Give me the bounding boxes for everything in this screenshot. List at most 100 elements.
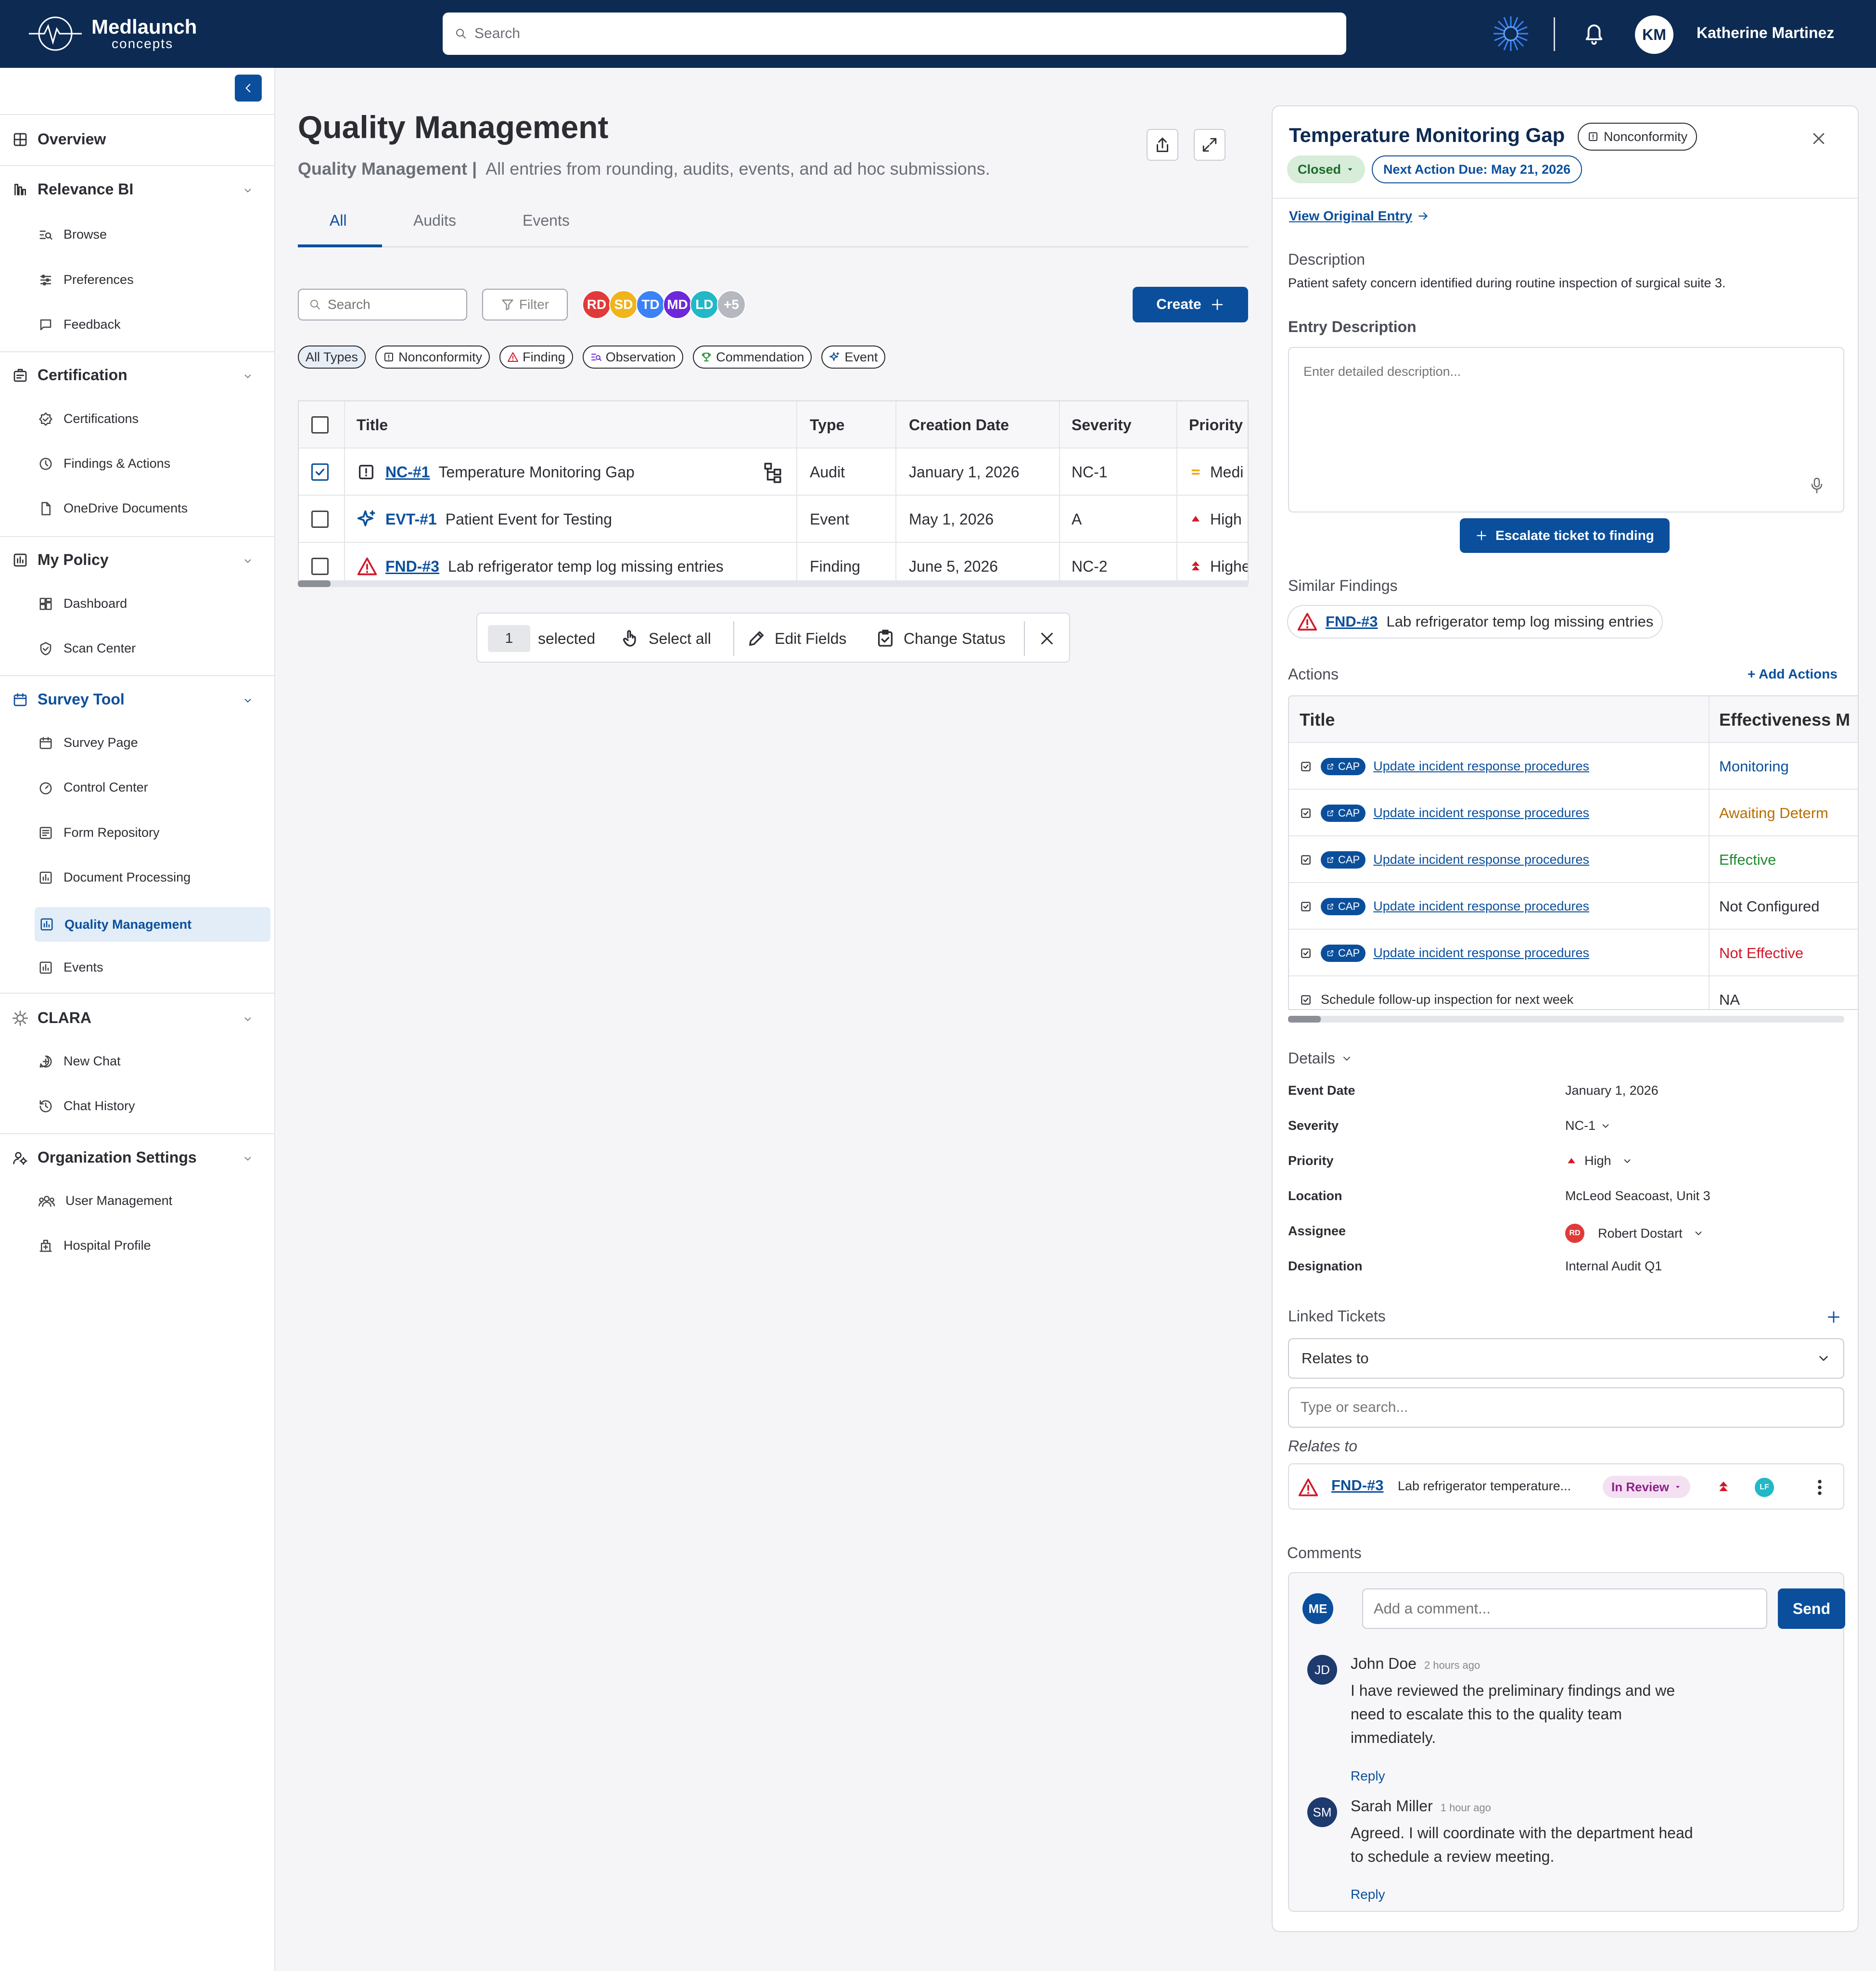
notification-bell-icon[interactable] bbox=[1583, 22, 1605, 46]
sidebar-item-events[interactable]: Events bbox=[38, 960, 103, 975]
sidebar-item-control-center[interactable]: Control Center bbox=[38, 780, 148, 795]
row-checkbox[interactable] bbox=[311, 448, 329, 496]
add-actions-button[interactable]: + Add Actions bbox=[1748, 666, 1838, 681]
view-original-entry-link[interactable]: View Original Entry bbox=[1289, 208, 1429, 224]
linked-ticket-search-input[interactable] bbox=[1289, 1388, 1843, 1427]
sidebar-item-overview[interactable]: Overview bbox=[13, 130, 106, 148]
sidebar-item-survey-page[interactable]: Survey Page bbox=[38, 735, 138, 750]
brand-logo[interactable]: Medlaunch concepts bbox=[29, 14, 197, 53]
entry-description-input[interactable] bbox=[1289, 348, 1843, 512]
sidebar-item-dashboard[interactable]: Dashboard bbox=[38, 596, 127, 611]
ticket-id-link[interactable]: FND-#3 bbox=[385, 557, 440, 575]
scrollbar-thumb[interactable] bbox=[1288, 1016, 1321, 1023]
action-row[interactable]: CAP Update incident response procedures … bbox=[1289, 836, 1858, 883]
linked-ticket-status-dropdown[interactable]: In Review bbox=[1603, 1476, 1690, 1498]
more-vertical-icon[interactable] bbox=[1816, 1479, 1823, 1496]
more-avatars-count[interactable]: +5 bbox=[717, 290, 746, 319]
sidebar-item-user-management[interactable]: User Management bbox=[38, 1193, 172, 1208]
table-row[interactable]: FND-#3 Lab refrigerator temp log missing… bbox=[299, 543, 1248, 582]
row-checkbox[interactable] bbox=[311, 496, 329, 543]
reply-link[interactable]: Reply bbox=[1351, 1887, 1385, 1902]
clear-selection-button[interactable] bbox=[1038, 614, 1064, 664]
chip-event[interactable]: Event bbox=[821, 346, 886, 369]
chevron-down-icon[interactable] bbox=[242, 556, 253, 566]
avatar[interactable]: RD bbox=[582, 290, 611, 319]
sidebar-item-scan-center[interactable]: Scan Center bbox=[38, 641, 136, 656]
chip-all-types[interactable]: All Types bbox=[298, 346, 366, 369]
chevron-down-icon[interactable] bbox=[242, 695, 253, 706]
chip-finding[interactable]: Finding bbox=[499, 346, 573, 369]
action-title[interactable]: Update incident response procedures bbox=[1373, 899, 1590, 913]
table-row[interactable]: NC-#1 Temperature Monitoring Gap Audit J… bbox=[299, 448, 1248, 496]
sidebar-section-survey-tool[interactable]: Survey Tool bbox=[13, 691, 125, 708]
action-row[interactable]: Schedule follow-up inspection for next w… bbox=[1289, 976, 1858, 1009]
avatar[interactable]: LD bbox=[690, 290, 719, 319]
chevron-down-icon[interactable] bbox=[242, 1153, 253, 1164]
clara-assistant-icon[interactable] bbox=[1492, 14, 1530, 53]
action-title[interactable]: Update incident response procedures bbox=[1373, 759, 1590, 773]
global-search-input[interactable] bbox=[474, 26, 1292, 42]
linked-ticket-search[interactable] bbox=[1288, 1387, 1844, 1428]
table-search[interactable] bbox=[298, 289, 467, 320]
tab-events[interactable]: Events bbox=[523, 212, 570, 229]
chip-commendation[interactable]: Commendation bbox=[693, 346, 812, 369]
action-row[interactable]: CAP Update incident response procedures … bbox=[1289, 930, 1858, 976]
edit-fields-button[interactable]: Edit Fields bbox=[747, 614, 846, 664]
status-dropdown[interactable]: Closed bbox=[1287, 155, 1366, 183]
column-header-priority[interactable]: Priority bbox=[1189, 416, 1243, 434]
ticket-id-link[interactable]: EVT-#1 bbox=[385, 510, 437, 528]
sidebar-item-document-processing[interactable]: Document Processing bbox=[38, 870, 191, 885]
assignee-avatar-group[interactable]: RD SD TD MD LD +5 bbox=[582, 290, 746, 319]
filter-button[interactable]: Filter bbox=[482, 289, 568, 320]
sidebar-item-onedrive-documents[interactable]: OneDrive Documents bbox=[38, 501, 188, 516]
escalate-to-finding-button[interactable]: Escalate ticket to finding bbox=[1460, 518, 1670, 553]
action-row[interactable]: CAP Update incident response procedures … bbox=[1289, 883, 1858, 930]
microphone-icon[interactable] bbox=[1810, 477, 1824, 494]
table-search-input[interactable] bbox=[328, 297, 453, 312]
similar-finding-id[interactable]: FND-#3 bbox=[1326, 613, 1378, 630]
collapse-sidebar-button[interactable] bbox=[235, 75, 262, 102]
sidebar-item-quality-management[interactable]: Quality Management bbox=[35, 907, 270, 942]
sidebar-item-new-chat[interactable]: New Chat bbox=[38, 1054, 121, 1069]
action-row[interactable]: CAP Update incident response procedures … bbox=[1289, 790, 1858, 836]
ticket-id-link[interactable]: NC-#1 bbox=[385, 463, 430, 481]
sidebar-item-preferences[interactable]: Preferences bbox=[38, 272, 134, 287]
select-all-checkbox[interactable] bbox=[311, 401, 329, 448]
chevron-down-icon[interactable] bbox=[242, 1014, 253, 1024]
avatar[interactable]: TD bbox=[636, 290, 665, 319]
action-row[interactable]: CAP Update incident response procedures … bbox=[1289, 743, 1858, 790]
tab-audits[interactable]: Audits bbox=[413, 212, 456, 229]
sidebar-section-organization-settings[interactable]: Organization Settings bbox=[13, 1149, 197, 1166]
user-name[interactable]: Katherine Martinez bbox=[1697, 24, 1835, 41]
expand-button[interactable] bbox=[1194, 129, 1225, 161]
actions-horizontal-scrollbar[interactable] bbox=[1288, 1016, 1844, 1023]
linked-ticket-item[interactable]: FND-#3 Lab refrigerator temperature... I… bbox=[1288, 1463, 1844, 1510]
details-toggle[interactable]: Details bbox=[1288, 1049, 1353, 1067]
assignee-dropdown[interactable]: RD Robert Dostart bbox=[1565, 1224, 1704, 1243]
sidebar-item-certifications[interactable]: Certifications bbox=[38, 411, 139, 426]
scrollbar-thumb[interactable] bbox=[298, 580, 331, 587]
change-status-button[interactable]: Change Status bbox=[876, 614, 1006, 664]
table-row[interactable]: EVT-#1 Patient Event for Testing Event M… bbox=[299, 496, 1248, 543]
entry-description-field[interactable] bbox=[1288, 347, 1844, 512]
avatar[interactable]: SD bbox=[609, 290, 638, 319]
actions-column-effectiveness[interactable]: Effectiveness M bbox=[1719, 709, 1850, 730]
column-header-creation-date[interactable]: Creation Date bbox=[909, 416, 1009, 434]
column-header-title[interactable]: Title bbox=[357, 416, 388, 434]
sidebar-section-certification[interactable]: Certification bbox=[13, 366, 128, 384]
linked-ticket-id[interactable]: FND-#3 bbox=[1331, 1477, 1384, 1494]
sidebar-section-relevance-bi[interactable]: Relevance BI bbox=[13, 180, 133, 198]
avatar[interactable]: MD bbox=[663, 290, 692, 319]
column-header-type[interactable]: Type bbox=[810, 416, 845, 434]
action-title[interactable]: Update incident response procedures bbox=[1373, 946, 1590, 960]
sidebar-item-form-repository[interactable]: Form Repository bbox=[38, 825, 160, 840]
sidebar-item-chat-history[interactable]: Chat History bbox=[38, 1099, 135, 1113]
comment-input[interactable] bbox=[1363, 1589, 1766, 1628]
create-button[interactable]: Create bbox=[1133, 287, 1248, 322]
sidebar-item-findings-actions[interactable]: Findings & Actions bbox=[38, 456, 170, 471]
sidebar-item-browse[interactable]: Browse bbox=[38, 227, 107, 242]
chevron-down-icon[interactable] bbox=[242, 371, 253, 382]
sidebar-section-clara[interactable]: CLARA bbox=[13, 1009, 91, 1027]
relation-type-select[interactable]: Relates to bbox=[1288, 1338, 1844, 1379]
action-title[interactable]: Update incident response procedures bbox=[1373, 806, 1590, 820]
